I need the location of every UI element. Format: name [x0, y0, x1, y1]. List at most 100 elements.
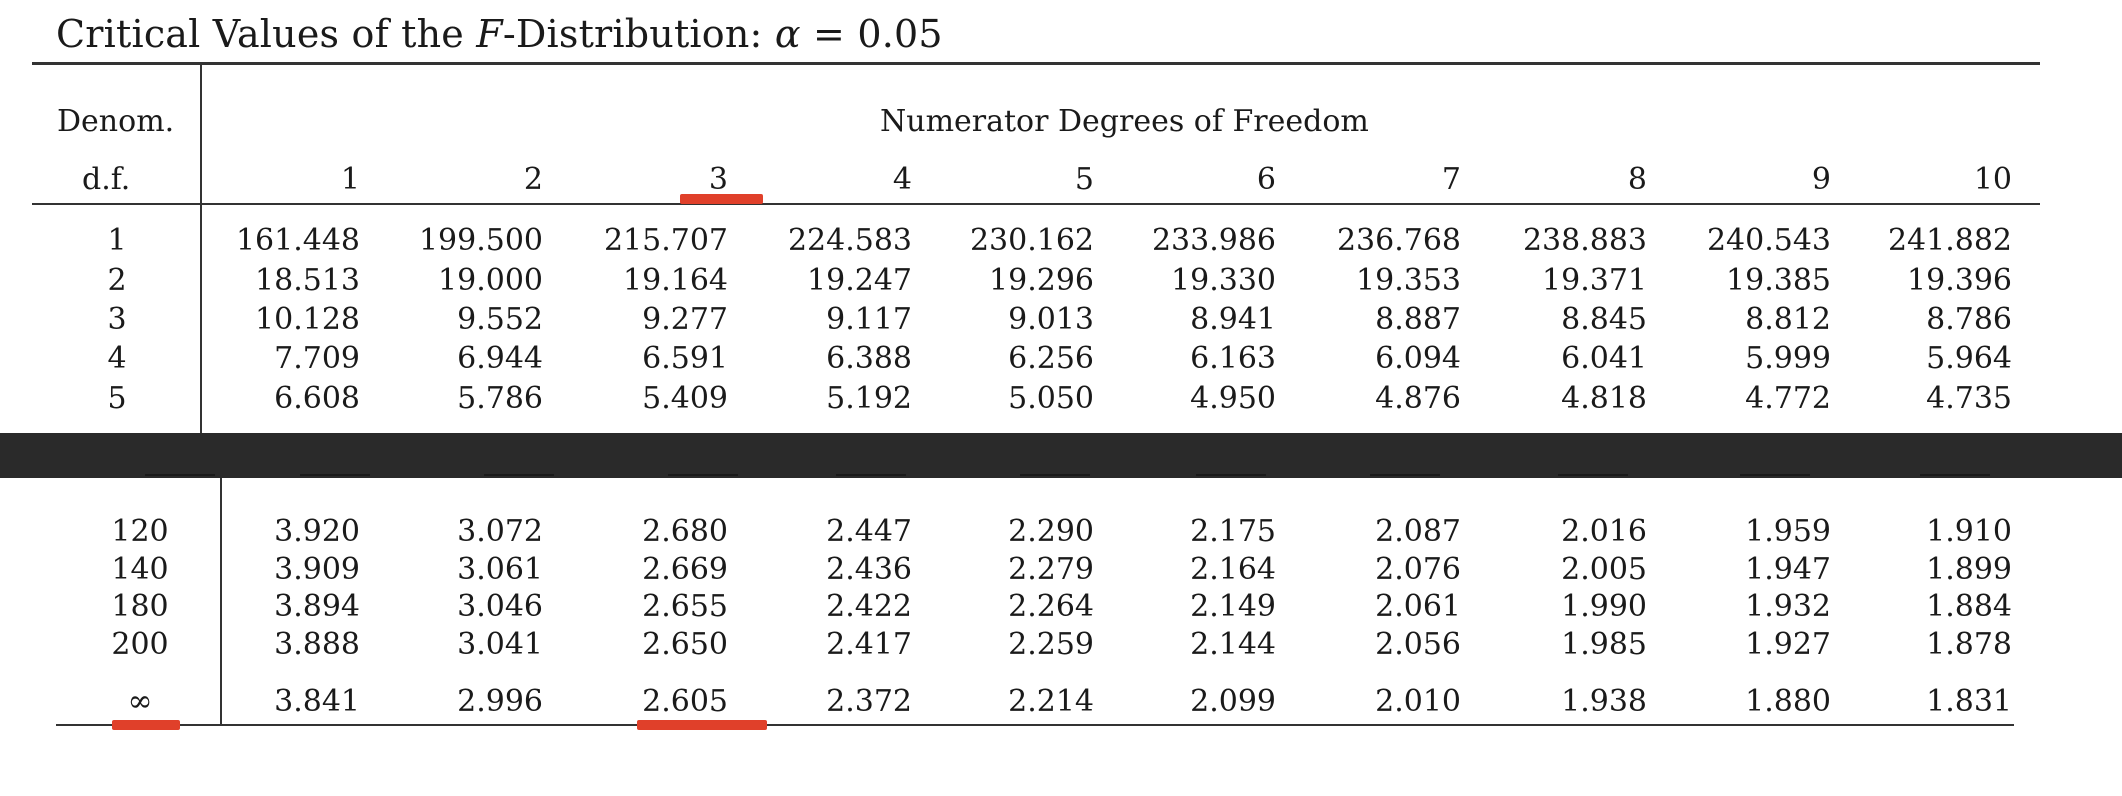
table-cell: 1.880: [1745, 684, 1831, 719]
table-cell: 10.128: [255, 302, 360, 337]
title-variable: F: [476, 12, 503, 56]
table-cell: 19.000: [438, 263, 543, 298]
table-cell: 2.076: [1375, 552, 1461, 587]
table-title: Critical Values of the F-Distribution: α…: [56, 12, 943, 56]
table-cell: 5.192: [826, 381, 912, 416]
table-cell: 2.655: [642, 589, 728, 624]
row-label-df-5: 5: [107, 381, 127, 416]
clipped-glyph: [1370, 474, 1440, 476]
column-header-6: 6: [1256, 162, 1276, 197]
table-cell: 9.117: [826, 302, 912, 337]
table-cell: 2.099: [1190, 684, 1276, 719]
table-cell: 2.144: [1190, 627, 1276, 662]
table-cell: 19.247: [807, 263, 912, 298]
table-cell: 6.094: [1375, 341, 1461, 376]
table-cell: 19.330: [1171, 263, 1276, 298]
table-cell: 18.513: [255, 263, 360, 298]
table-cell: 3.072: [457, 514, 543, 549]
column-header-2: 2: [523, 162, 543, 197]
table-cell: 5.964: [1926, 341, 2012, 376]
column-header-4: 4: [892, 162, 912, 197]
table-cell: 19.396: [1907, 263, 2012, 298]
table-cell: 3.041: [457, 627, 543, 662]
table-cell: 3.909: [274, 552, 360, 587]
table-cell: 9.013: [1008, 302, 1094, 337]
table-cell: 5.050: [1008, 381, 1094, 416]
table-cell: 8.812: [1745, 302, 1831, 337]
column-header-7: 7: [1441, 162, 1461, 197]
denom-label: Denom.: [57, 104, 175, 139]
table-cell: 6.163: [1190, 341, 1276, 376]
row-label-df-180: 180: [111, 589, 169, 624]
column-header-5: 5: [1074, 162, 1094, 197]
table-cell: 161.448: [235, 223, 360, 258]
row-label-df-infinity: ∞: [127, 684, 153, 719]
table-cell: 3.888: [274, 627, 360, 662]
table-cell: 1.947: [1745, 552, 1831, 587]
table-cell: 2.164: [1190, 552, 1276, 587]
clipped-glyph: [1196, 474, 1266, 476]
table-cell: 236.768: [1336, 223, 1461, 258]
clipped-glyph: [484, 474, 554, 476]
table-cell: 2.175: [1190, 514, 1276, 549]
table-cell: 1.899: [1926, 552, 2012, 587]
table-cell: 1.884: [1926, 589, 2012, 624]
table-cell: 6.041: [1561, 341, 1647, 376]
table-cell: 2.010: [1375, 684, 1461, 719]
top-rule: [32, 62, 2040, 65]
table-cell: 2.650: [642, 627, 728, 662]
table-cell: 9.552: [457, 302, 543, 337]
table-cell: 8.941: [1190, 302, 1276, 337]
table-cell: 2.996: [457, 684, 543, 719]
clipped-glyph: [1920, 474, 1990, 476]
table-cell: 215.707: [603, 223, 728, 258]
table-cell: 2.680: [642, 514, 728, 549]
clipped-glyph: [1558, 474, 1628, 476]
clipped-glyph: [1740, 474, 1810, 476]
table-cell: 2.214: [1008, 684, 1094, 719]
table-cell: 2.669: [642, 552, 728, 587]
table-cell: 4.772: [1745, 381, 1831, 416]
clipped-glyph: [1020, 474, 1090, 476]
row-label-df-1: 1: [107, 223, 127, 258]
redaction-band: [0, 433, 2122, 478]
table-cell: 3.920: [274, 514, 360, 549]
table-cell: 2.259: [1008, 627, 1094, 662]
highlight-marker-critical-value: [637, 720, 767, 730]
table-cell: 3.894: [274, 589, 360, 624]
table-cell: 1.990: [1561, 589, 1647, 624]
numerator-title: Numerator Degrees of Freedom: [880, 104, 1369, 139]
table-cell: 2.279: [1008, 552, 1094, 587]
table-cell: 3.841: [274, 684, 360, 719]
table-cell: 241.882: [1887, 223, 2012, 258]
table-cell: 199.500: [418, 223, 543, 258]
bottom-rule: [56, 724, 2014, 726]
table-cell: 5.409: [642, 381, 728, 416]
table-cell: 19.164: [623, 263, 728, 298]
table-cell: 5.999: [1745, 341, 1831, 376]
table-cell: 6.591: [642, 341, 728, 376]
table-cell: 8.786: [1926, 302, 2012, 337]
table-cell: 7.709: [274, 341, 360, 376]
table-cell: 238.883: [1522, 223, 1647, 258]
title-alpha-symbol: α: [774, 12, 801, 56]
column-header-8: 8: [1627, 162, 1647, 197]
table-cell: 1.910: [1926, 514, 2012, 549]
title-prefix: Critical Values of the: [56, 12, 477, 56]
table-cell: 1.831: [1926, 684, 2012, 719]
row-label-df-200: 200: [111, 627, 169, 662]
clipped-glyph: [300, 474, 370, 476]
clipped-glyph: [668, 474, 738, 476]
table-cell: 1.927: [1745, 627, 1831, 662]
table-cell: 2.605: [642, 684, 728, 719]
row-label-df-4: 4: [107, 341, 127, 376]
table-cell: 6.388: [826, 341, 912, 376]
column-header-9: 9: [1811, 162, 1831, 197]
table-cell: 2.149: [1190, 589, 1276, 624]
table-cell: 2.290: [1008, 514, 1094, 549]
table-cell: 4.818: [1561, 381, 1647, 416]
table-cell: 19.385: [1726, 263, 1831, 298]
table-cell: 230.162: [969, 223, 1094, 258]
table-cell: 2.056: [1375, 627, 1461, 662]
row-label-df-2: 2: [107, 263, 127, 298]
